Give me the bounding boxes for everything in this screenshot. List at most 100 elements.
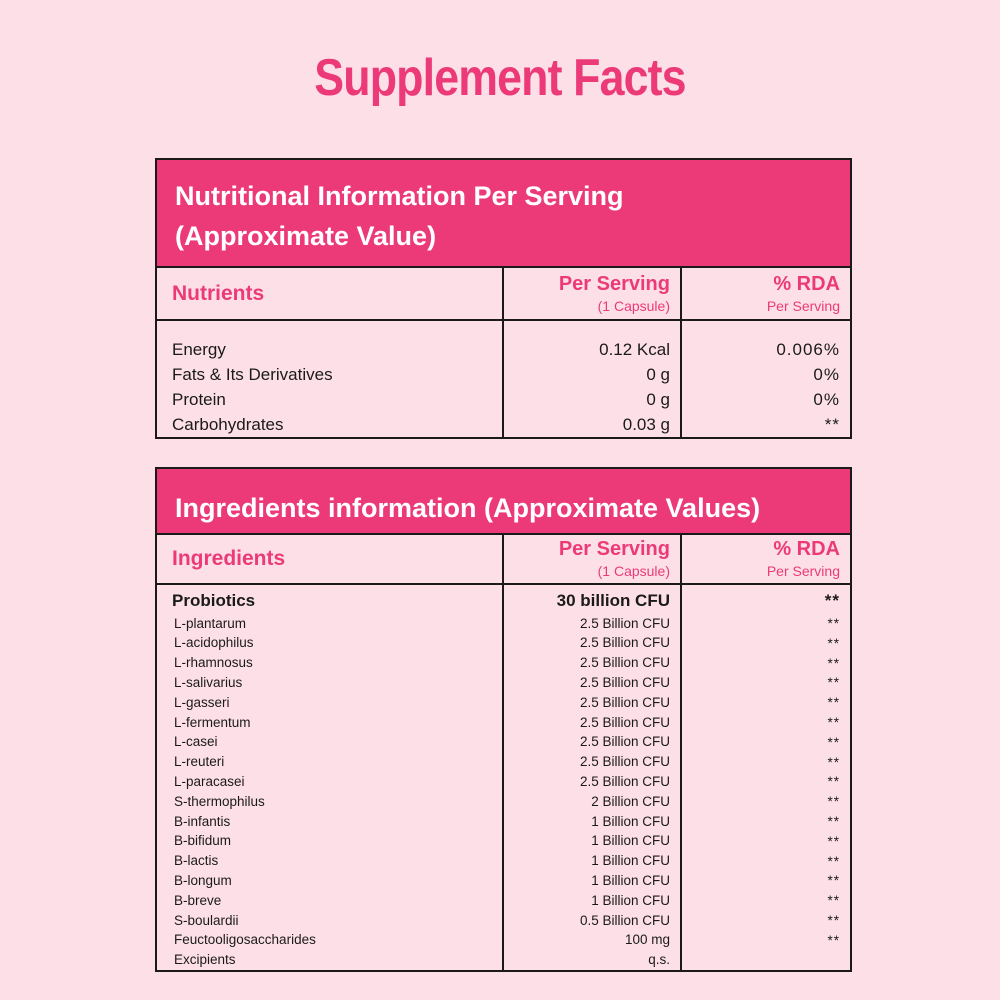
row-name: L-casei	[174, 734, 218, 750]
ingredients-table: Ingredients information (Approximate Val…	[155, 467, 852, 972]
row-rda: **	[827, 813, 840, 829]
row-rda: **	[827, 754, 840, 770]
row-per-serving: 2.5 Billion CFU	[579, 714, 670, 730]
row-name: Protein	[172, 390, 226, 409]
row-rda	[682, 951, 840, 971]
row-name: S-thermophilus	[174, 793, 265, 809]
row-name: Feuctooligosaccharides	[174, 932, 316, 948]
row-per-serving: 100 mg	[624, 932, 670, 948]
row-name: B-infantis	[174, 813, 231, 829]
nutrition-table: Nutritional Information Per Serving (App…	[155, 158, 852, 439]
row-rda: **	[827, 932, 840, 948]
row-rda: **	[827, 675, 840, 691]
row-rda: **	[827, 893, 840, 909]
row-rda: **	[827, 912, 840, 928]
row-rda: 0%	[813, 365, 840, 384]
row-name: L-fermentum	[174, 714, 251, 730]
row-per-serving: 2.5 Billion CFU	[579, 734, 670, 750]
row-rda: **	[827, 714, 840, 730]
row-rda: **	[827, 794, 840, 810]
rda-sub-label: Per Serving	[766, 563, 840, 579]
row-name: B-longum	[174, 873, 232, 889]
ingredients-header-row: Ingredients Per Serving (1 Capsule) % RD…	[157, 533, 850, 585]
row-name: B-breve	[174, 892, 222, 908]
page-title: Supplement Facts	[314, 49, 686, 107]
nutrition-banner-line2: (Approximate Value)	[175, 221, 437, 251]
row-name: B-lactis	[174, 853, 219, 869]
row-per-serving: 1 Billion CFU	[591, 892, 670, 908]
row-per-serving: 1 Billion CFU	[591, 853, 670, 869]
nutrition-header-row: Nutrients Per Serving (1 Capsule) % RDA …	[157, 266, 850, 321]
row-rda: **	[824, 590, 840, 610]
row-per-serving: 0 g	[646, 390, 670, 409]
rda-sub-label: Per Serving	[766, 298, 840, 314]
row-rda: **	[827, 695, 840, 711]
nutrient-rda-column: 0.006% 0% 0% **	[680, 321, 850, 437]
row-name: Energy	[172, 340, 226, 359]
rda-header: % RDA Per Serving	[680, 268, 850, 319]
nutrient-per-serving-column: 0.12 Kcal 0 g 0 g 0.03 g	[502, 321, 680, 437]
row-per-serving: 2.5 Billion CFU	[579, 615, 670, 631]
row-per-serving: 2 Billion CFU	[591, 793, 670, 809]
row-name: Fats & Its Derivatives	[172, 365, 333, 384]
ingredients-body: Probiotics L-plantarum L-acidophilus L-rham…	[157, 585, 850, 970]
nutrition-banner-line1: Nutritional Information Per Serving	[175, 181, 624, 211]
row-per-serving: 0.03 g	[622, 415, 670, 434]
row-rda: **	[827, 833, 840, 849]
capsule-label: (1 Capsule)	[597, 563, 670, 579]
row-per-serving: 1 Billion CFU	[591, 833, 670, 849]
ingredient-per-serving-column: 30 billion CFU 2.5 Billion CFU 2.5 Billion…	[502, 585, 680, 970]
row-name: L-paracasei	[174, 774, 245, 790]
row-per-serving: 1 Billion CFU	[591, 813, 670, 829]
row-rda: **	[827, 615, 840, 631]
row-per-serving: 2.5 Billion CFU	[579, 635, 670, 651]
nutrient-names-column: Energy Fats & Its Derivatives Protein Carbo…	[157, 321, 502, 437]
row-rda: **	[827, 774, 840, 790]
row-rda: **	[827, 655, 840, 671]
per-serving-label: Per Serving	[558, 538, 670, 560]
row-per-serving: q.s.	[648, 952, 670, 968]
per-serving-header: Per Serving (1 Capsule)	[502, 535, 680, 583]
row-name: L-reuteri	[174, 754, 225, 770]
row-per-serving: 0.5 Billion CFU	[579, 912, 670, 928]
row-name: S-boulardii	[174, 912, 239, 928]
ingredient-rda-column: ** ** ** ** ** ** ** ** ** ** ** ** ** ** ** ** ** **	[680, 585, 850, 970]
ingredients-header: Ingredients	[172, 547, 286, 570]
row-rda: 0%	[813, 390, 840, 409]
row-rda: **	[827, 853, 840, 869]
row-per-serving: 2.5 Billion CFU	[579, 675, 670, 691]
row-per-serving: 30 billion CFU	[556, 590, 670, 610]
row-name: Excipients	[174, 952, 236, 968]
row-per-serving: 2.5 Billion CFU	[579, 754, 670, 770]
row-rda: 0.006%	[776, 340, 840, 359]
row-rda: **	[827, 873, 840, 889]
row-name: L-acidophilus	[174, 635, 254, 651]
row-name: Probiotics	[172, 590, 256, 610]
per-serving-label: Per Serving	[558, 273, 670, 295]
row-per-serving: 1 Billion CFU	[591, 873, 670, 889]
rda-header: % RDA Per Serving	[680, 535, 850, 583]
row-per-serving: 2.5 Billion CFU	[579, 694, 670, 710]
nutrition-banner: Nutritional Information Per Serving (App…	[157, 160, 850, 266]
nutrition-body: Energy Fats & Its Derivatives Protein Carbo…	[157, 321, 850, 437]
row-name: B-bifidum	[174, 833, 232, 849]
nutrients-header: Nutrients	[172, 281, 265, 305]
row-name: L-plantarum	[174, 615, 247, 631]
row-per-serving: 0.12 Kcal	[599, 340, 670, 359]
row-rda: **	[824, 415, 840, 434]
capsule-label: (1 Capsule)	[597, 298, 670, 314]
row-per-serving: 0 g	[646, 365, 670, 384]
row-name: L-rhamnosus	[174, 655, 253, 671]
row-per-serving: 2.5 Billion CFU	[579, 774, 670, 790]
row-name: Carbohydrates	[172, 415, 284, 434]
row-rda: **	[827, 635, 840, 651]
row-rda: **	[827, 734, 840, 750]
row-name: L-salivarius	[174, 675, 243, 691]
row-name: L-gasseri	[174, 694, 230, 710]
per-serving-header: Per Serving (1 Capsule)	[502, 268, 680, 319]
rda-label: % RDA	[773, 273, 840, 295]
rda-label: % RDA	[773, 538, 840, 560]
ingredient-names-column: Probiotics L-plantarum L-acidophilus L-rham…	[157, 585, 502, 970]
ingredients-banner: Ingredients information (Approximate Val…	[157, 469, 850, 533]
row-per-serving: 2.5 Billion CFU	[579, 655, 670, 671]
